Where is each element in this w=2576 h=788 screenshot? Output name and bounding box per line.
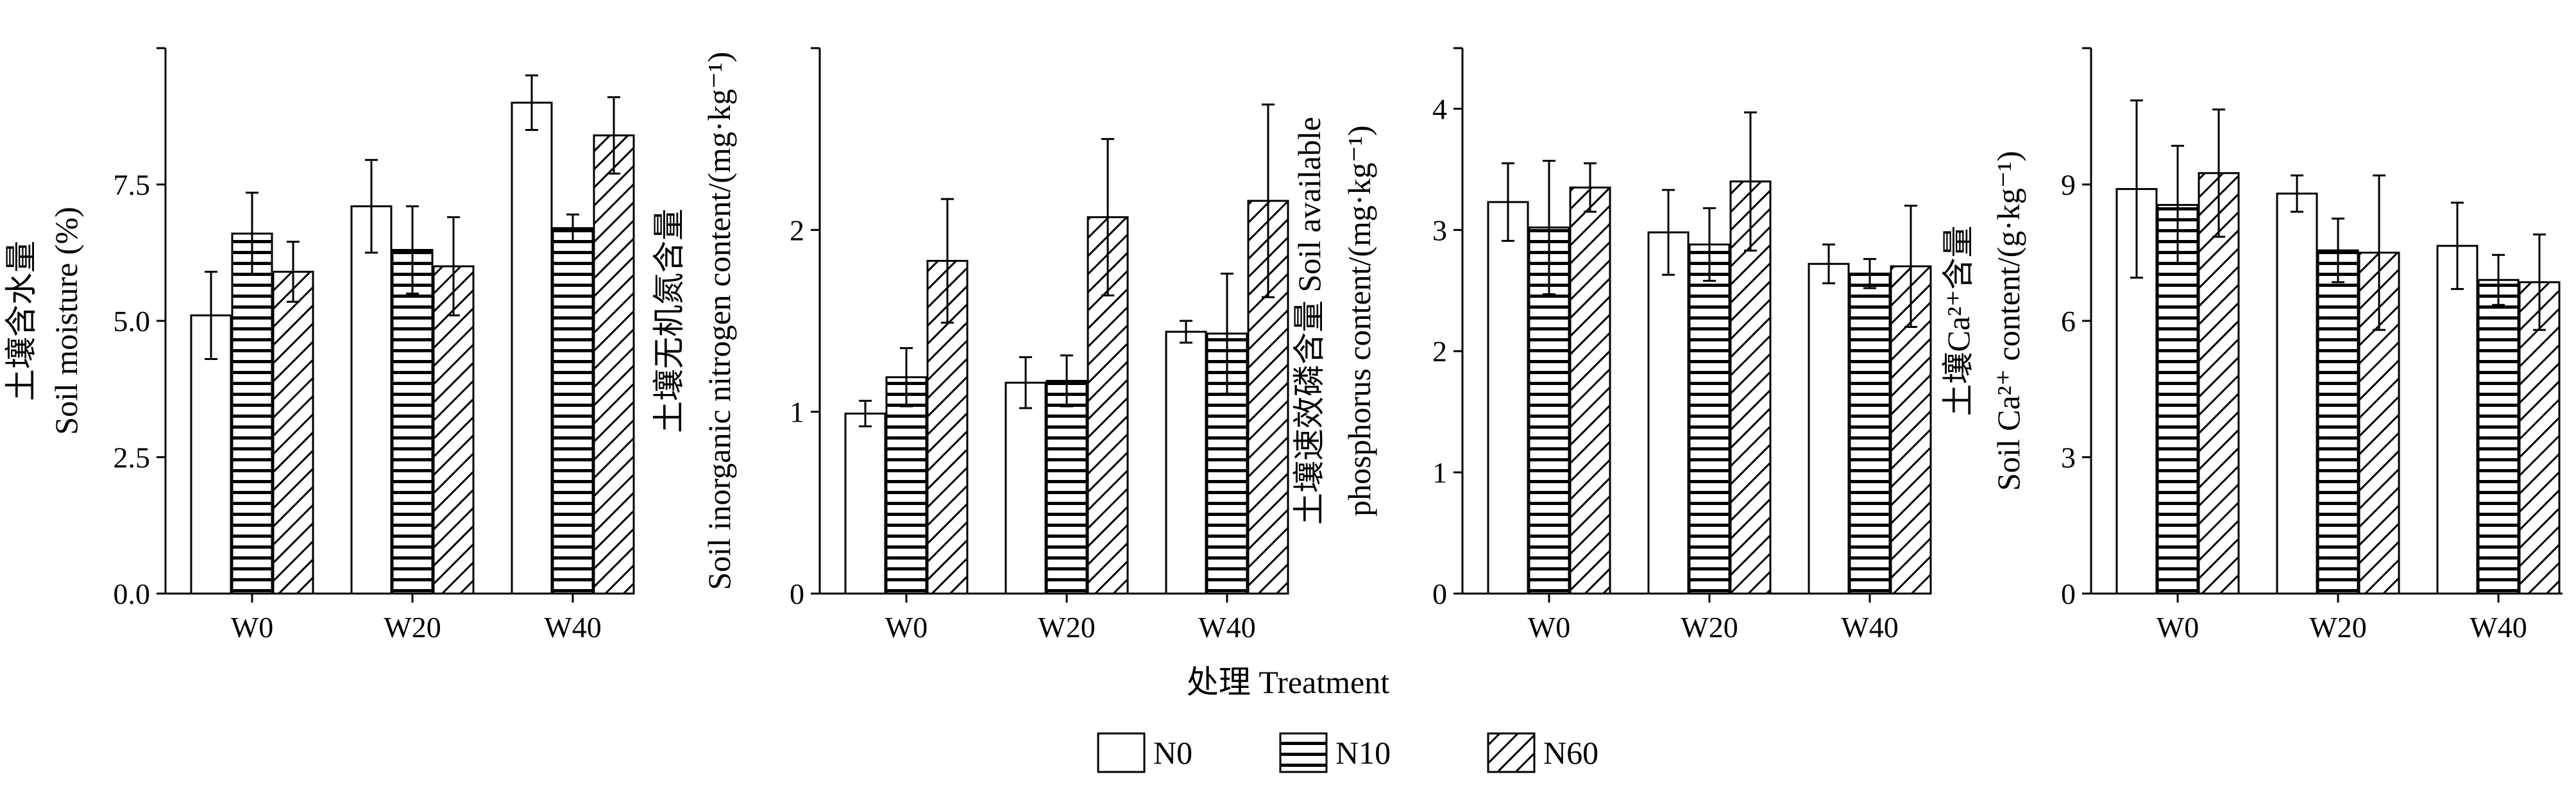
y-axis-label-line-1: 土壤速效磷含量 Soil available <box>1291 117 1327 525</box>
bar-n10-w20 <box>1046 380 1088 595</box>
bar-n60-w40 <box>593 134 635 595</box>
chart-panel-4: 0 3 6 9 土壤Ca²⁺含量 Soil Ca²⁺ content/(g·kg⁻¹) W0… <box>1940 47 2563 644</box>
x-tick-label: W0 <box>231 611 273 644</box>
bar-n0-w0 <box>844 413 886 595</box>
y-axis-label-line-2: Soil moisture (%) <box>48 207 84 435</box>
bar-n60-w0 <box>272 271 314 595</box>
y-tick-label: 0.0 <box>114 578 151 610</box>
y-tick-label: 2 <box>790 214 804 246</box>
y-tick-label: 0 <box>2061 578 2076 610</box>
x-tick-label: W0 <box>1528 611 1570 644</box>
y-axis-label-line-2: Soil inorganic nitrogen content/(mg·kg⁻¹… <box>701 52 737 590</box>
bar-n0-w20 <box>350 205 393 595</box>
y-tick-label: 3 <box>1432 214 1447 246</box>
treatment-axis-label: 处理 Treatment <box>1187 664 1389 700</box>
bar-n0-w0 <box>1487 201 1529 595</box>
y-tick-label: 0 <box>1432 578 1447 610</box>
legend-swatch <box>1487 732 1536 773</box>
y-tick-label: 9 <box>2061 169 2076 201</box>
legend: N0 N10 N60 <box>1097 732 1598 773</box>
x-tick-label: W0 <box>2157 611 2199 644</box>
bar-n60-w20 <box>432 265 475 595</box>
y-tick-label: 2 <box>1432 335 1447 368</box>
bar-n10-w0 <box>1528 227 1570 595</box>
legend-label: N60 <box>1543 735 1598 771</box>
legend-swatch <box>1279 732 1328 773</box>
bar-n10-w20 <box>391 249 434 595</box>
x-tick-label: W40 <box>1198 611 1255 644</box>
y-tick-label: 6 <box>2061 305 2076 338</box>
legend-label: N10 <box>1335 735 1391 771</box>
bar-n60-w40 <box>2518 281 2561 595</box>
bar-n10-w40 <box>1849 272 1891 595</box>
y-tick-label: 3 <box>2061 441 2076 474</box>
x-tick-label: W20 <box>2309 611 2366 644</box>
x-tick-label: W40 <box>544 611 601 644</box>
bar-n0-w0 <box>190 314 232 595</box>
bar-n0-w20 <box>2276 193 2318 595</box>
chart-panels: 0.0 2.5 5.0 7.5 土壤含水量 Soil moisture (%) W0 W20 W… <box>3 47 2563 644</box>
bar-n60-w0 <box>1569 186 1611 595</box>
bar-n0-w40 <box>1808 262 1850 595</box>
legend-label: N0 <box>1153 735 1192 771</box>
y-tick-label: 5.0 <box>114 305 151 338</box>
bar-n0-w40 <box>1165 330 1207 595</box>
x-tick-label: W40 <box>1841 611 1898 644</box>
bar-n60-w40 <box>1890 265 1932 595</box>
legend-swatch <box>1097 732 1146 773</box>
y-axis-label-line-1: 土壤含水量 <box>3 241 39 401</box>
x-tick-label: W20 <box>1681 611 1738 644</box>
x-tick-label: W20 <box>384 611 441 644</box>
legend-item-n0: N0 <box>1097 732 1192 773</box>
x-tick-label: W20 <box>1038 611 1095 644</box>
bar-n10-w20 <box>2317 249 2359 595</box>
y-axis-label-line-1: 土壤Ca²⁺含量 <box>1940 226 1976 416</box>
legend-item-n60: N60 <box>1487 732 1598 773</box>
bar-n0-w20 <box>1004 381 1047 595</box>
y-tick-label: 4 <box>1432 92 1447 125</box>
bar-n10-w0 <box>231 232 273 595</box>
y-axis-label-line-2: Soil Ca²⁺ content/(g·kg⁻¹) <box>1990 151 2026 491</box>
y-tick-label: 1 <box>790 396 804 429</box>
y-axis-label-line-1: 土壤无机氮含量 <box>651 209 687 433</box>
bar-n10-w0 <box>885 376 928 595</box>
y-axis-label-line-2: phosphorus content/(mg·kg⁻¹) <box>1341 125 1377 516</box>
y-tick-label: 7.5 <box>114 169 151 201</box>
chart-panel-1: 0.0 2.5 5.0 7.5 土壤含水量 Soil moisture (%) W0 W20 W… <box>3 47 635 644</box>
bar-n10-w40 <box>552 227 594 595</box>
bar-n0-w20 <box>1647 231 1690 595</box>
y-tick-label: 0 <box>790 578 804 610</box>
x-tick-label: W40 <box>2470 611 2527 644</box>
chart-panel-2: 0 1 2 土壤无机氮含量 Soil inorganic nitrogen conten… <box>651 47 1289 644</box>
chart-panel-3: 0 1 2 3 4 土壤速效磷含量 Soil available phosphorus co… <box>1291 47 1932 644</box>
bar-n10-w20 <box>1688 243 1731 595</box>
x-tick-label: W0 <box>885 611 928 644</box>
y-tick-label: 2.5 <box>114 441 151 474</box>
bar-n10-w40 <box>2477 278 2520 595</box>
bar-n0-w40 <box>511 101 553 595</box>
legend-item-n10: N10 <box>1279 732 1391 773</box>
y-tick-label: 1 <box>1432 456 1447 489</box>
bar-n0-w40 <box>2436 244 2479 595</box>
